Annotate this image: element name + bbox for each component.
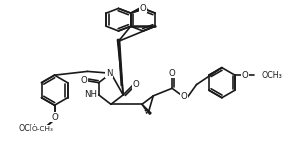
Polygon shape [142, 104, 151, 114]
Text: O: O [51, 113, 58, 122]
Text: OCH₃: OCH₃ [19, 124, 39, 133]
Polygon shape [117, 39, 123, 95]
Text: O: O [51, 112, 58, 121]
Text: O-CH₃: O-CH₃ [31, 126, 53, 132]
Text: O: O [242, 71, 249, 80]
Text: O: O [169, 69, 175, 78]
Text: NH: NH [84, 90, 97, 99]
Text: N: N [106, 69, 112, 78]
Text: O: O [133, 80, 140, 89]
Text: O: O [50, 112, 57, 121]
Text: O: O [140, 4, 146, 13]
Text: O: O [80, 76, 87, 85]
Text: OCH₃: OCH₃ [261, 71, 282, 80]
Text: O: O [181, 92, 188, 101]
